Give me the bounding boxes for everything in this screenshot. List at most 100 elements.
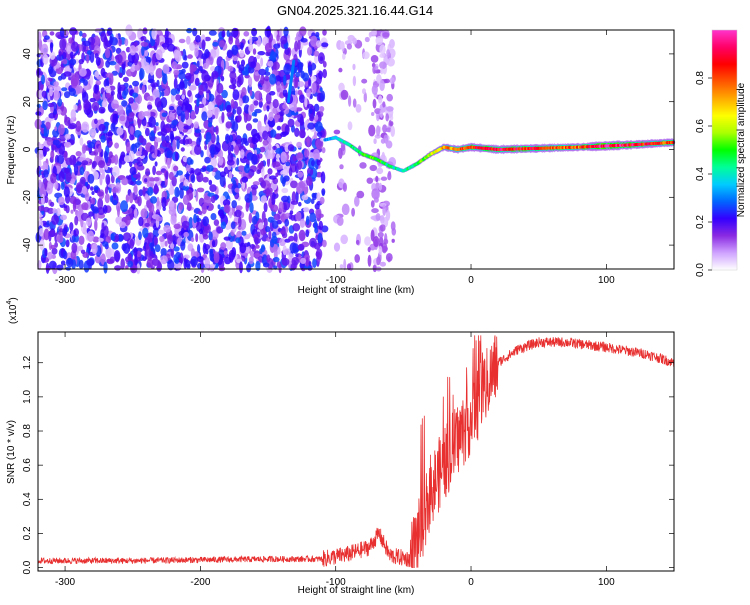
noise-blob [354, 195, 360, 207]
noise-blob [145, 56, 152, 63]
noise-blob [142, 227, 149, 238]
noise-blob [81, 121, 90, 133]
noise-blob [53, 81, 59, 87]
noise-blob [219, 175, 226, 188]
noise-blob [137, 116, 141, 129]
noise-blob [138, 110, 145, 120]
noise-blob [385, 113, 390, 122]
noise-blob [70, 209, 74, 214]
noise-blob [70, 117, 74, 125]
noise-blob [340, 141, 346, 152]
noise-blob [340, 40, 345, 50]
noise-blob [114, 265, 122, 271]
noise-blob [75, 151, 82, 157]
noise-blob [148, 203, 155, 213]
noise-blob [294, 127, 300, 137]
noise-blob [174, 186, 180, 198]
noise-blob [100, 67, 106, 77]
noise-blob [368, 124, 376, 137]
noise-blob [282, 177, 286, 187]
noise-blob [303, 265, 312, 270]
noise-blob [243, 31, 250, 37]
noise-blob [389, 77, 395, 85]
noise-blob [352, 75, 357, 87]
noise-blob [249, 103, 255, 113]
noise-blob [282, 74, 287, 86]
noise-blob [48, 112, 56, 119]
y-tick-label: 1.2 [22, 355, 33, 369]
y-tick-label: 0.6 [22, 458, 33, 472]
noise-blob [264, 42, 273, 53]
noise-blob [309, 212, 317, 223]
noise-blob [104, 47, 111, 59]
noise-blob [227, 152, 234, 163]
noise-blob [100, 135, 106, 143]
noise-blob [101, 222, 105, 232]
noise-blob [379, 232, 383, 238]
noise-blob [124, 215, 131, 226]
noise-blob [146, 182, 155, 188]
noise-blob [109, 195, 114, 203]
noise-blob [173, 77, 178, 90]
noise-blob [142, 118, 147, 127]
noise-blob [182, 194, 190, 206]
noise-blob [45, 121, 51, 130]
noise-blob [54, 126, 58, 131]
noise-blob [39, 71, 44, 76]
noise-blob [198, 84, 204, 96]
noise-blob [234, 187, 240, 193]
noise-blob [217, 204, 221, 210]
noise-blob [46, 220, 50, 226]
noise-blob [202, 62, 209, 70]
noise-blob [186, 27, 193, 34]
noise-blob [208, 231, 213, 241]
noise-blob [56, 54, 64, 61]
noise-blob [41, 74, 45, 85]
noise-blob [258, 177, 264, 183]
noise-blob [221, 111, 225, 124]
noise-blob [336, 216, 344, 226]
noise-blob [312, 149, 320, 160]
noise-blob [136, 161, 144, 167]
noise-blob [110, 233, 115, 241]
noise-blob [379, 261, 386, 267]
noise-blob [108, 61, 117, 66]
noise-blob [105, 92, 111, 99]
noise-blob [250, 184, 259, 190]
noise-blob [148, 177, 156, 182]
noise-blob [56, 264, 64, 271]
noise-blob [260, 244, 266, 253]
noise-blob [54, 180, 59, 190]
noise-blob [69, 63, 73, 69]
noise-blob [372, 98, 377, 109]
noise-blob [138, 135, 144, 144]
noise-blob [197, 210, 203, 215]
noise-blob [362, 88, 366, 95]
noise-blob [64, 91, 71, 99]
noise-blob [308, 108, 313, 114]
noise-blob [70, 51, 74, 60]
noise-blob [371, 112, 375, 116]
noise-blob [69, 27, 78, 36]
noise-blob [48, 77, 53, 82]
noise-blob [203, 195, 212, 206]
noise-blob [202, 176, 209, 183]
noise-blob [386, 57, 395, 67]
x-tick-label: -300 [55, 577, 75, 588]
noise-blob [57, 196, 65, 206]
noise-blob [132, 80, 140, 87]
noise-blob [307, 46, 313, 56]
noise-blob [83, 99, 90, 110]
noise-blob [293, 232, 298, 243]
noise-blob [295, 89, 298, 97]
noise-blob [254, 90, 262, 101]
noise-blob [256, 54, 261, 60]
noise-blob [111, 242, 119, 250]
noise-blob [368, 31, 372, 38]
noise-blob [108, 140, 113, 146]
noise-streak [286, 59, 296, 104]
noise-blob [52, 208, 57, 214]
noise-blob [276, 81, 281, 93]
noise-blob [52, 90, 60, 101]
noise-blob [161, 112, 167, 118]
